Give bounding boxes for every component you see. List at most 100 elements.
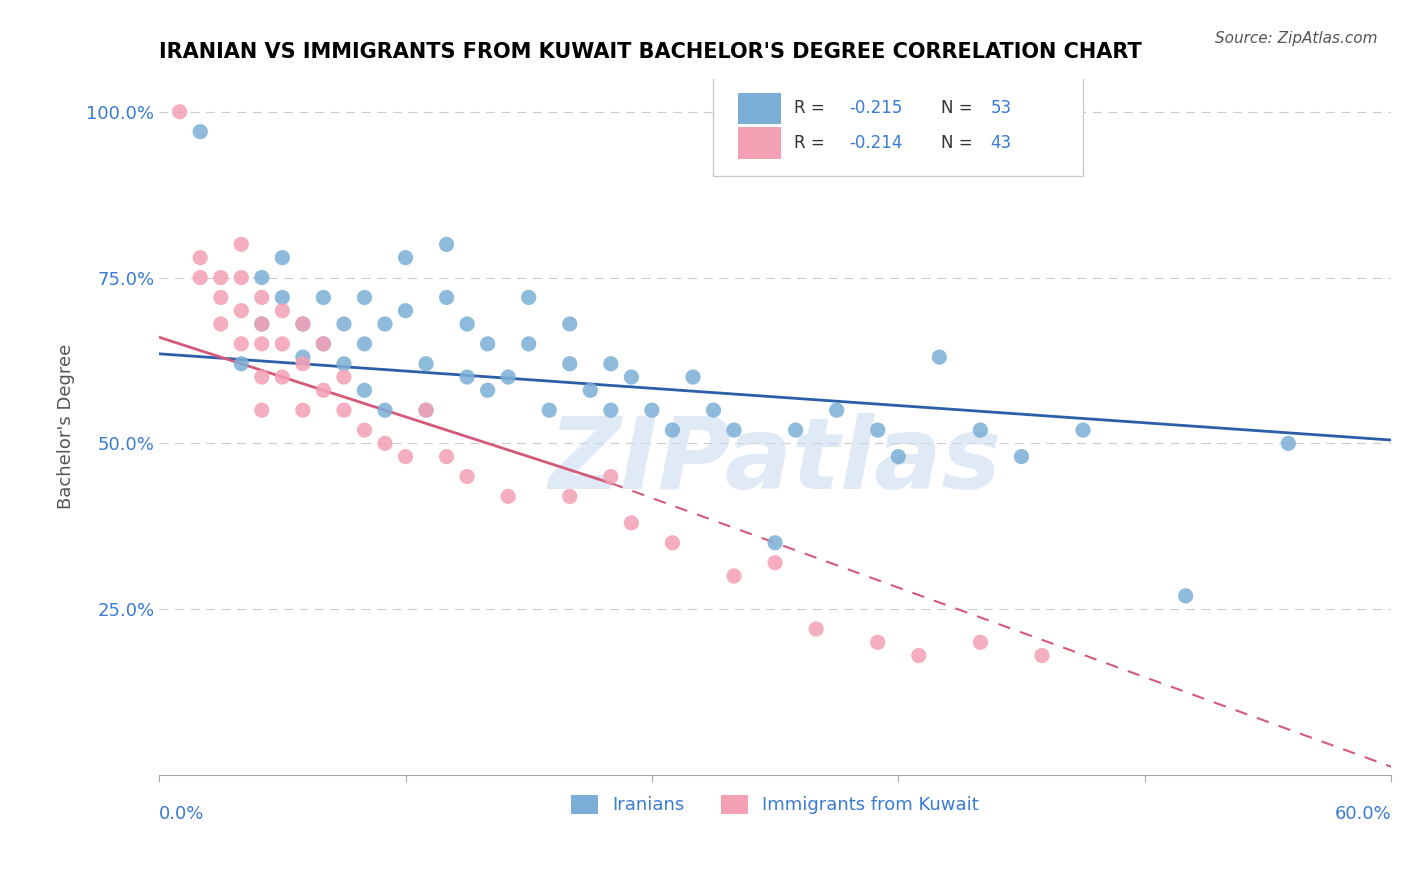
Point: [353, 336, 375, 351]
Text: 0.0%: 0.0%: [159, 805, 204, 823]
Point: [374, 403, 396, 417]
Point: [599, 403, 621, 417]
Point: [496, 489, 519, 503]
Point: [496, 370, 519, 384]
Legend: Iranians, Immigrants from Kuwait: Iranians, Immigrants from Kuwait: [564, 788, 987, 822]
Text: N =: N =: [942, 134, 979, 152]
Text: -0.214: -0.214: [849, 134, 903, 152]
Point: [599, 357, 621, 371]
Point: [394, 251, 416, 265]
Point: [723, 423, 745, 437]
Point: [250, 270, 273, 285]
Point: [250, 317, 273, 331]
Point: [333, 370, 356, 384]
Text: 53: 53: [991, 99, 1012, 117]
Point: [188, 251, 211, 265]
Point: [209, 290, 232, 304]
Point: [188, 270, 211, 285]
Point: [763, 536, 786, 550]
Point: [866, 635, 889, 649]
Point: [250, 403, 273, 417]
Text: ZIPatlas: ZIPatlas: [548, 413, 1001, 510]
Point: [209, 270, 232, 285]
Point: [1174, 589, 1197, 603]
Point: [250, 336, 273, 351]
Point: [969, 635, 991, 649]
Point: [333, 317, 356, 331]
Point: [1031, 648, 1053, 663]
Point: [456, 317, 478, 331]
Point: [374, 317, 396, 331]
Point: [825, 403, 848, 417]
Point: [907, 648, 929, 663]
Point: [620, 516, 643, 530]
Point: [682, 370, 704, 384]
Point: [231, 357, 253, 371]
Point: [231, 270, 253, 285]
Point: [231, 237, 253, 252]
Point: [517, 290, 540, 304]
Point: [785, 423, 807, 437]
Bar: [738, 93, 782, 124]
Point: [415, 403, 437, 417]
Point: [353, 423, 375, 437]
Point: [477, 336, 499, 351]
Point: [312, 336, 335, 351]
Point: [231, 303, 253, 318]
Point: [271, 303, 294, 318]
Point: [271, 290, 294, 304]
Text: 60.0%: 60.0%: [1334, 805, 1391, 823]
Point: [558, 357, 581, 371]
Point: [866, 423, 889, 437]
Point: [1010, 450, 1032, 464]
Point: [723, 569, 745, 583]
Point: [804, 622, 827, 636]
Point: [250, 370, 273, 384]
Point: [456, 370, 478, 384]
Point: [209, 317, 232, 331]
Point: [641, 403, 664, 417]
Text: 43: 43: [991, 134, 1012, 152]
Point: [250, 290, 273, 304]
Point: [517, 336, 540, 351]
Point: [579, 384, 602, 398]
Text: R =: R =: [793, 99, 830, 117]
Point: [291, 317, 314, 331]
Text: IRANIAN VS IMMIGRANTS FROM KUWAIT BACHELOR'S DEGREE CORRELATION CHART: IRANIAN VS IMMIGRANTS FROM KUWAIT BACHEL…: [159, 42, 1142, 62]
Point: [291, 357, 314, 371]
Point: [477, 384, 499, 398]
Text: -0.215: -0.215: [849, 99, 903, 117]
Point: [763, 556, 786, 570]
Point: [271, 336, 294, 351]
Point: [271, 251, 294, 265]
Text: N =: N =: [942, 99, 979, 117]
Point: [599, 469, 621, 483]
Point: [312, 336, 335, 351]
FancyBboxPatch shape: [713, 71, 1083, 176]
Point: [928, 350, 950, 364]
Point: [394, 303, 416, 318]
Point: [969, 423, 991, 437]
Point: [702, 403, 724, 417]
Point: [169, 104, 191, 119]
Point: [661, 536, 683, 550]
Point: [436, 450, 458, 464]
Point: [558, 489, 581, 503]
Point: [353, 384, 375, 398]
Point: [538, 403, 561, 417]
Bar: [738, 128, 782, 159]
Point: [312, 384, 335, 398]
Point: [333, 403, 356, 417]
Point: [271, 370, 294, 384]
Point: [231, 336, 253, 351]
Point: [415, 403, 437, 417]
Point: [620, 370, 643, 384]
Point: [374, 436, 396, 450]
Point: [661, 423, 683, 437]
Point: [558, 317, 581, 331]
Point: [250, 317, 273, 331]
Point: [436, 290, 458, 304]
Text: R =: R =: [793, 134, 830, 152]
Point: [353, 290, 375, 304]
Point: [1071, 423, 1094, 437]
